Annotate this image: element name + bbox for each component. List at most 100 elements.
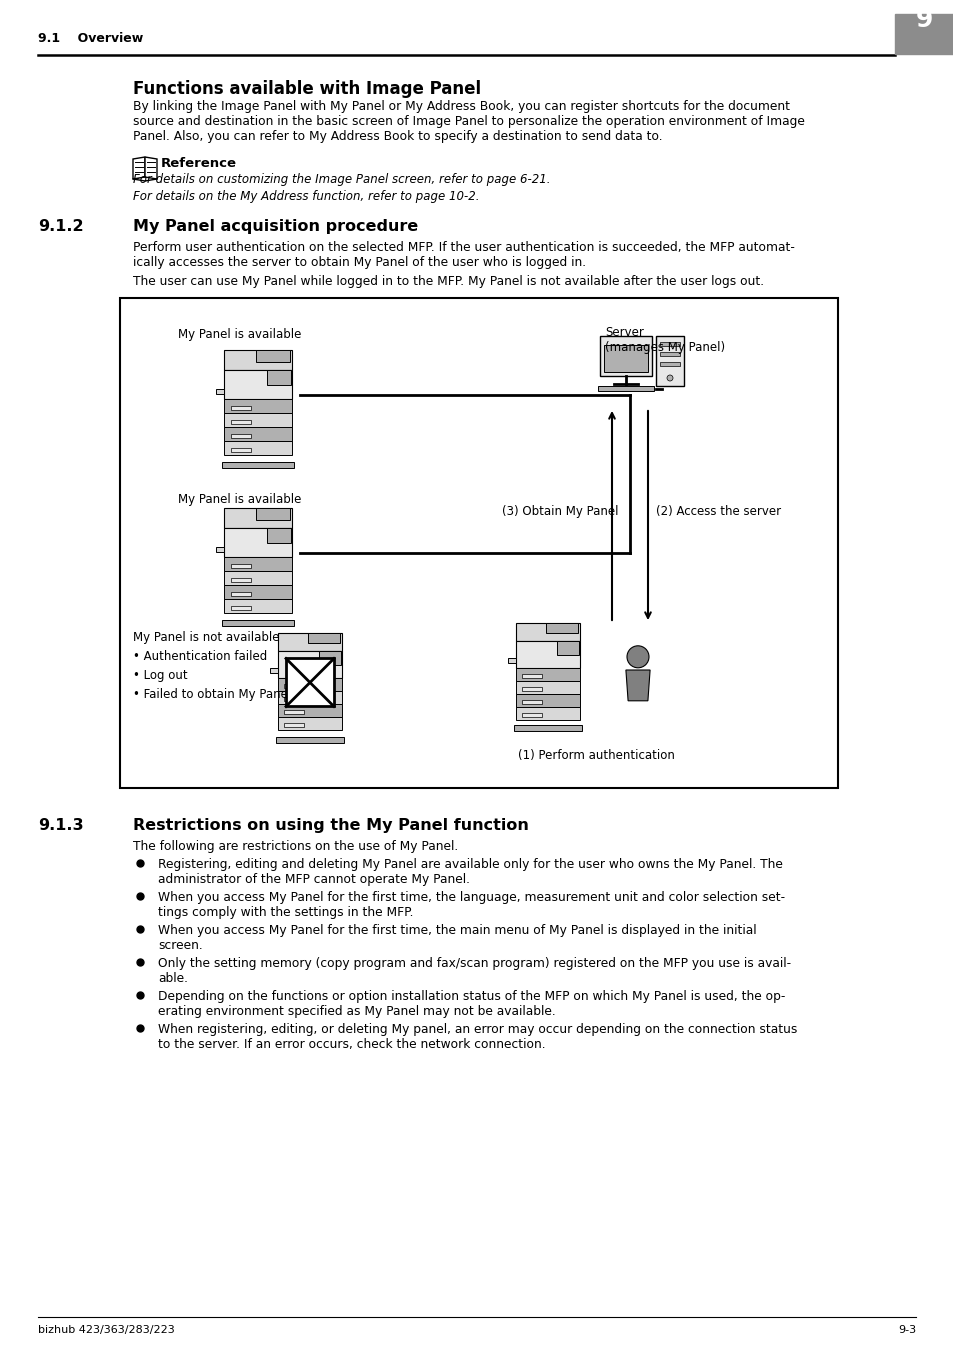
- Bar: [231, 578, 251, 582]
- Bar: [231, 406, 251, 410]
- Bar: [224, 558, 292, 571]
- Text: Functions available with Image Panel: Functions available with Image Panel: [132, 80, 480, 99]
- Bar: [222, 462, 294, 468]
- Bar: [507, 657, 516, 663]
- Bar: [318, 651, 340, 666]
- Bar: [215, 389, 224, 394]
- Text: Depending on the functions or option installation status of the MFP on which My : Depending on the functions or option ins…: [158, 990, 784, 1003]
- Bar: [516, 622, 579, 641]
- Text: able.: able.: [158, 972, 188, 986]
- Bar: [224, 350, 292, 370]
- Text: 9: 9: [914, 8, 932, 32]
- Polygon shape: [132, 157, 145, 180]
- Text: ically accesses the server to obtain My Panel of the user who is logged in.: ically accesses the server to obtain My …: [132, 256, 585, 269]
- Text: screen.: screen.: [158, 940, 203, 952]
- Bar: [277, 717, 341, 730]
- Text: (3) Obtain My Panel: (3) Obtain My Panel: [501, 505, 618, 518]
- Bar: [516, 668, 579, 680]
- Bar: [255, 508, 290, 520]
- Text: The following are restrictions on the use of My Panel.: The following are restrictions on the us…: [132, 840, 457, 853]
- Text: Perform user authentication on the selected MFP. If the user authentication is s: Perform user authentication on the selec…: [132, 242, 794, 254]
- Bar: [516, 694, 579, 707]
- Bar: [514, 725, 581, 730]
- Bar: [284, 724, 303, 728]
- Bar: [598, 386, 654, 391]
- Bar: [224, 441, 292, 455]
- Bar: [286, 659, 334, 706]
- Text: By linking the Image Panel with My Panel or My Address Book, you can register sh: By linking the Image Panel with My Panel…: [132, 100, 789, 113]
- Bar: [522, 701, 541, 703]
- Text: source and destination in the basic screen of Image Panel to personalize the ope: source and destination in the basic scre…: [132, 115, 804, 128]
- Bar: [267, 370, 291, 385]
- Bar: [522, 674, 541, 678]
- Bar: [224, 427, 292, 441]
- Bar: [231, 564, 251, 568]
- Text: Reference: Reference: [161, 157, 236, 170]
- Bar: [599, 336, 651, 377]
- Text: The user can use My Panel while logged in to the MFP. My Panel is not available : The user can use My Panel while logged i…: [132, 275, 763, 288]
- Circle shape: [626, 645, 648, 668]
- Bar: [224, 585, 292, 599]
- Text: Server
(manages My Panel): Server (manages My Panel): [604, 325, 724, 354]
- Bar: [659, 342, 679, 346]
- Bar: [231, 448, 251, 452]
- Bar: [255, 350, 290, 362]
- Bar: [522, 713, 541, 717]
- Bar: [224, 413, 292, 427]
- Bar: [659, 362, 679, 366]
- Bar: [603, 346, 647, 373]
- Bar: [224, 508, 292, 528]
- Bar: [516, 680, 579, 694]
- Bar: [231, 420, 251, 424]
- Bar: [224, 370, 292, 400]
- Polygon shape: [145, 157, 157, 180]
- Bar: [656, 336, 683, 386]
- Text: For details on the My Address function, refer to page 10-2.: For details on the My Address function, …: [132, 190, 479, 202]
- Bar: [894, 14, 953, 54]
- Text: My Panel acquisition procedure: My Panel acquisition procedure: [132, 219, 417, 234]
- Text: When you access My Panel for the first time, the main menu of My Panel is displa: When you access My Panel for the first t…: [158, 923, 756, 937]
- Text: My Panel is not available
• Authentication failed
• Log out
• Failed to obtain M: My Panel is not available • Authenticati…: [132, 630, 320, 701]
- Bar: [224, 400, 292, 413]
- Bar: [275, 737, 344, 742]
- Bar: [545, 622, 578, 633]
- Bar: [308, 633, 339, 643]
- Circle shape: [666, 375, 672, 381]
- Bar: [222, 620, 294, 626]
- Bar: [284, 710, 303, 714]
- Text: bizhub 423/363/283/223: bizhub 423/363/283/223: [38, 1324, 174, 1335]
- Bar: [270, 668, 277, 674]
- Text: to the server. If an error occurs, check the network connection.: to the server. If an error occurs, check…: [158, 1038, 545, 1052]
- Text: When registering, editing, or deleting My panel, an error may occur depending on: When registering, editing, or deleting M…: [158, 1023, 797, 1035]
- Bar: [215, 547, 224, 552]
- Bar: [224, 571, 292, 585]
- Bar: [277, 703, 341, 717]
- Text: When you access My Panel for the first time, the language, measurement unit and : When you access My Panel for the first t…: [158, 891, 784, 904]
- Bar: [231, 433, 251, 437]
- Bar: [284, 684, 303, 688]
- Polygon shape: [625, 670, 649, 701]
- Bar: [277, 633, 341, 651]
- Text: 9.1.3: 9.1.3: [38, 818, 84, 833]
- Bar: [267, 528, 291, 543]
- Text: erating environment specified as My Panel may not be available.: erating environment specified as My Pane…: [158, 1004, 556, 1018]
- Bar: [277, 678, 341, 691]
- Text: tings comply with the settings in the MFP.: tings comply with the settings in the MF…: [158, 906, 413, 919]
- Text: (2) Access the server: (2) Access the server: [656, 505, 781, 518]
- Text: My Panel is available: My Panel is available: [178, 493, 301, 506]
- Text: Registering, editing and deleting My Panel are available only for the user who o: Registering, editing and deleting My Pan…: [158, 859, 782, 871]
- Text: Only the setting memory (copy program and fax/scan program) registered on the MF: Only the setting memory (copy program an…: [158, 957, 790, 971]
- Bar: [556, 641, 578, 655]
- Bar: [277, 651, 341, 678]
- Text: Panel. Also, you can refer to My Address Book to specify a destination to send d: Panel. Also, you can refer to My Address…: [132, 130, 662, 143]
- Text: (1) Perform authentication: (1) Perform authentication: [517, 749, 674, 761]
- Text: administrator of the MFP cannot operate My Panel.: administrator of the MFP cannot operate …: [158, 873, 470, 886]
- Text: Restrictions on using the My Panel function: Restrictions on using the My Panel funct…: [132, 818, 528, 833]
- Bar: [516, 707, 579, 720]
- Bar: [284, 697, 303, 701]
- Bar: [224, 599, 292, 613]
- Bar: [224, 528, 292, 558]
- Text: My Panel is available: My Panel is available: [178, 328, 301, 342]
- Bar: [231, 593, 251, 595]
- Bar: [277, 691, 341, 703]
